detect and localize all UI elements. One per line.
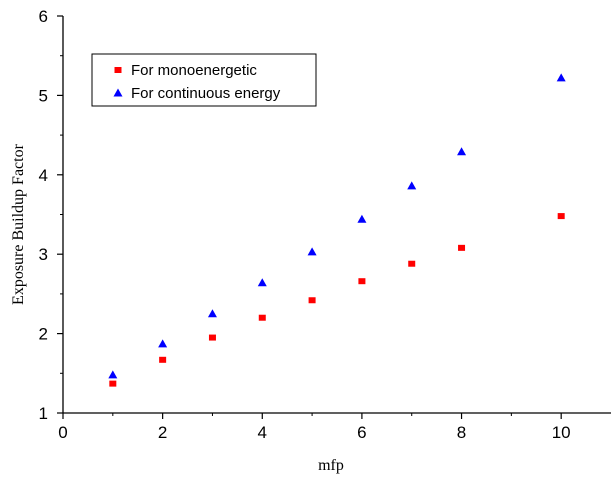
- legend-label: For monoenergetic: [131, 62, 257, 79]
- y-tick-label: 4: [39, 166, 48, 185]
- continuous-energy-point: [307, 247, 317, 256]
- legend-marker: [114, 67, 122, 73]
- x-tick-label: 4: [258, 423, 267, 442]
- monoenergetic-point: [208, 334, 216, 341]
- monoenergetic-point: [109, 380, 117, 387]
- data-points: [108, 73, 566, 387]
- y-tick-label: 6: [39, 7, 48, 26]
- y-axis-title: Exposure Buildup Factor: [10, 143, 27, 305]
- monoenergetic-point: [408, 260, 416, 267]
- x-axis-title: mfp: [318, 457, 344, 474]
- y-tick-label: 1: [39, 404, 48, 423]
- x-tick-label: 10: [552, 423, 571, 442]
- continuous-energy-point: [407, 181, 417, 190]
- continuous-energy-point: [158, 339, 168, 348]
- monoenergetic-point: [159, 356, 167, 363]
- legend: For monoenergetic For continuous energy: [91, 53, 317, 107]
- x-tick-label: 0: [58, 423, 67, 442]
- monoenergetic-point: [308, 297, 316, 304]
- legend-marker: [113, 88, 123, 97]
- monoenergetic-point: [358, 278, 366, 285]
- series-1: [109, 213, 565, 387]
- monoenergetic-point: [557, 213, 565, 220]
- continuous-energy-point: [457, 147, 467, 156]
- continuous-energy-point: [357, 214, 367, 223]
- monoenergetic-point: [458, 244, 466, 251]
- legend-label: For continuous energy: [131, 85, 281, 102]
- legend-box: [91, 53, 317, 107]
- x-tick-label: 8: [457, 423, 466, 442]
- monoenergetic-point: [258, 314, 266, 321]
- continuous-energy-point: [108, 370, 118, 379]
- y-tick-label: 3: [39, 245, 48, 264]
- continuous-energy-point: [207, 309, 217, 318]
- series-2: [108, 73, 566, 379]
- continuous-energy-point: [257, 278, 267, 287]
- x-tick-label: 2: [158, 423, 167, 442]
- y-tick-label: 5: [39, 86, 48, 105]
- x-tick-label: 6: [357, 423, 366, 442]
- y-tick-label: 2: [39, 325, 48, 344]
- continuous-energy-point: [556, 73, 566, 82]
